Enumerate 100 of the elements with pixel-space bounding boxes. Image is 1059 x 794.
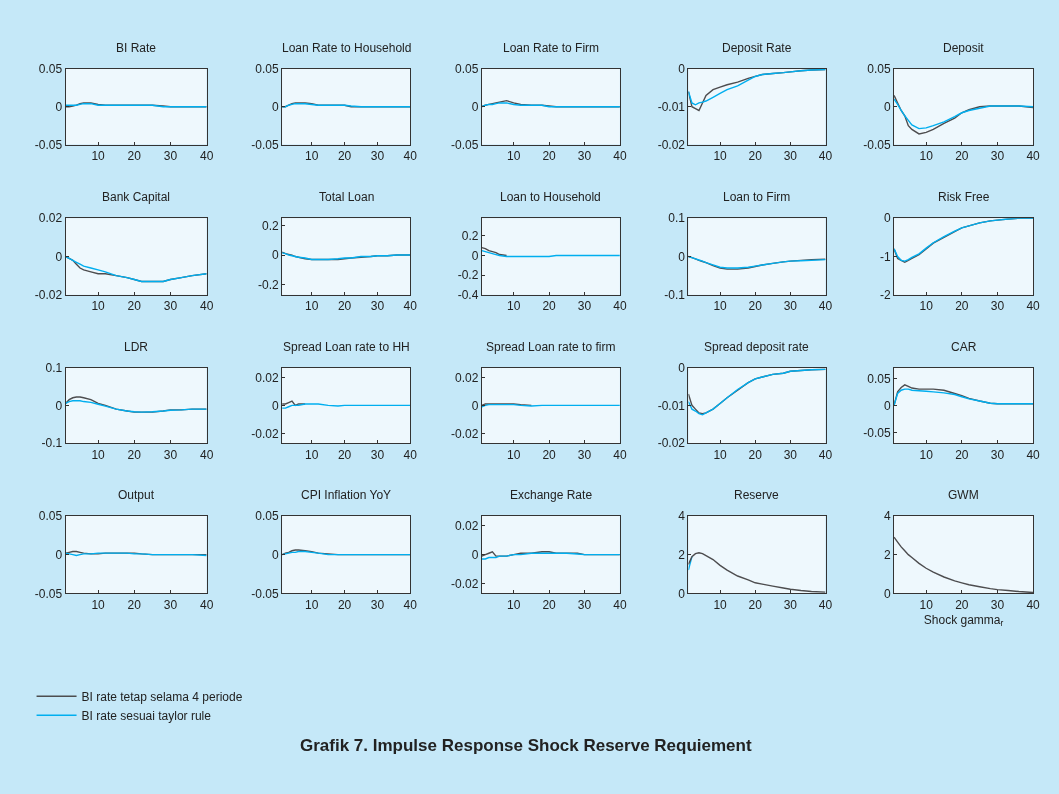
- y-tick-label: 0: [883, 211, 891, 226]
- x-tick-label: 30: [783, 597, 798, 612]
- x-tick-label: 30: [163, 148, 178, 163]
- y-tick-label: 0: [471, 99, 479, 114]
- x-tick-label: 30: [990, 447, 1005, 462]
- x-tick-label: 40: [613, 148, 627, 163]
- x-tick-label: 20: [337, 597, 352, 612]
- y-tick-label: 0.1: [668, 211, 686, 226]
- x-tick-label: 40: [818, 148, 833, 163]
- y-tick-label: 0: [272, 99, 280, 114]
- y-tick-label: -0.4: [457, 288, 479, 303]
- x-tick-label: 20: [955, 447, 969, 462]
- y-tick-label: 0.2: [461, 229, 479, 244]
- legend-label: BI rate sesuai taylor rule: [81, 708, 212, 723]
- chart-title: LDR: [124, 340, 149, 354]
- x-tick-label: 40: [199, 597, 214, 612]
- chart-title: Risk Free: [938, 190, 990, 204]
- y-tick-label: 0: [678, 586, 686, 601]
- x-tick-label: 40: [1026, 597, 1041, 612]
- x-tick-label: 20: [748, 447, 763, 462]
- x-tick-label: 30: [783, 447, 798, 462]
- x-tick-label: 10: [506, 299, 521, 314]
- y-tick-label: -0.05: [34, 137, 63, 152]
- x-tick-label: 10: [305, 447, 319, 462]
- legend-label: BI rate tetap selama 4 periode: [81, 689, 243, 704]
- x-tick-label: 40: [403, 447, 418, 462]
- y-tick-label: -2: [879, 288, 891, 303]
- x-axis-title: Shock gamma$_{r}$: [923, 612, 1004, 629]
- y-tick-label: 4: [678, 509, 686, 524]
- x-tick-label: 10: [91, 148, 106, 163]
- y-tick-label: 0.05: [38, 62, 63, 77]
- y-tick-label: 0.05: [867, 62, 891, 77]
- x-tick-label: 30: [163, 597, 178, 612]
- chart-title: Loan Rate to Household: [282, 41, 412, 55]
- x-tick-label: 10: [305, 148, 319, 163]
- chart-title: Exchange Rate: [510, 488, 593, 502]
- x-tick-label: 30: [990, 148, 1005, 163]
- x-tick-label: 20: [955, 299, 969, 314]
- x-tick-label: 30: [370, 299, 385, 314]
- x-tick-label: 40: [1026, 299, 1041, 314]
- x-tick-label: 10: [919, 299, 934, 314]
- x-tick-label: 20: [542, 597, 557, 612]
- x-tick-label: 10: [506, 148, 521, 163]
- x-tick-label: 10: [713, 148, 728, 163]
- y-tick-label: 2: [883, 547, 891, 562]
- x-tick-label: 20: [127, 148, 142, 163]
- x-tick-label: 20: [542, 447, 557, 462]
- x-tick-label: 40: [403, 148, 418, 163]
- y-tick-label: -0.01: [657, 99, 686, 114]
- x-tick-label: 20: [337, 148, 352, 163]
- x-tick-label: 40: [818, 299, 833, 314]
- y-tick-label: 0.02: [455, 519, 479, 534]
- y-tick-label: -0.02: [451, 426, 479, 441]
- x-tick-label: 10: [506, 447, 521, 462]
- x-tick-label: 40: [613, 447, 627, 462]
- x-tick-label: 20: [748, 148, 763, 163]
- y-tick-label: 0: [55, 547, 63, 562]
- x-tick-label: 10: [91, 597, 106, 612]
- y-tick-label: 0: [678, 62, 686, 77]
- y-tick-label: 0: [272, 547, 280, 562]
- x-tick-label: 20: [748, 299, 763, 314]
- x-tick-label: 10: [713, 597, 728, 612]
- y-tick-label: 0: [883, 99, 891, 114]
- y-tick-label: 0.05: [255, 509, 280, 524]
- chart-title: Spread deposit rate: [704, 340, 810, 354]
- x-tick-label: 20: [542, 148, 557, 163]
- x-tick-label: 40: [1026, 447, 1041, 462]
- x-tick-label: 30: [577, 447, 592, 462]
- x-tick-label: 10: [713, 299, 728, 314]
- x-tick-label: 20: [127, 597, 142, 612]
- x-tick-label: 30: [370, 597, 385, 612]
- x-tick-label: 20: [127, 299, 142, 314]
- y-tick-label: 0.1: [45, 360, 63, 375]
- y-tick-label: 0.02: [38, 211, 63, 226]
- y-tick-label: -0.2: [457, 268, 479, 283]
- y-tick-label: -0.05: [34, 586, 63, 601]
- x-tick-label: 10: [91, 447, 106, 462]
- x-tick-label: 40: [403, 597, 418, 612]
- y-tick-label: 0: [272, 398, 280, 413]
- x-tick-label: 30: [577, 148, 592, 163]
- x-tick-label: 20: [542, 299, 557, 314]
- x-tick-label: 30: [370, 447, 385, 462]
- chart-title: Reserve: [734, 488, 780, 502]
- y-tick-label: -0.05: [863, 425, 891, 440]
- y-tick-label: 0.02: [255, 370, 280, 385]
- x-tick-label: 10: [305, 597, 319, 612]
- chart-title: Total Loan: [319, 190, 375, 204]
- x-tick-label: 30: [577, 597, 592, 612]
- y-tick-label: -0.02: [657, 436, 686, 451]
- x-tick-label: 10: [919, 447, 934, 462]
- y-tick-label: 0: [678, 249, 686, 264]
- x-tick-label: 40: [199, 299, 214, 314]
- y-tick-label: 0: [471, 547, 479, 562]
- chart-title: Spread Loan rate to HH: [283, 340, 410, 354]
- y-tick-label: 0: [883, 586, 891, 601]
- x-tick-label: 30: [370, 148, 385, 163]
- y-tick-label: -1: [879, 249, 891, 264]
- chart-title: Spread Loan rate to firm: [486, 340, 616, 354]
- x-tick-label: 30: [990, 299, 1005, 314]
- chart-title: Bank Capital: [102, 190, 171, 204]
